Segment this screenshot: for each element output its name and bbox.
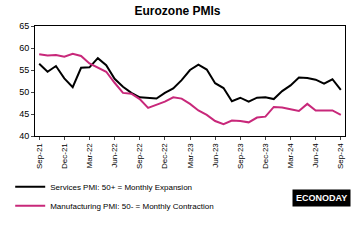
svg-text:Dec-23: Dec-23: [261, 143, 270, 169]
svg-text:40: 40: [19, 131, 29, 141]
svg-text:Dec-21: Dec-21: [60, 143, 69, 169]
svg-text:Eurozone PMIs: Eurozone PMIs: [134, 4, 220, 18]
svg-text:55: 55: [19, 65, 29, 75]
svg-text:Jun-22: Jun-22: [110, 143, 119, 168]
svg-text:45: 45: [19, 109, 29, 119]
svg-text:Sep-23: Sep-23: [236, 143, 245, 169]
svg-text:ECONODAY: ECONODAY: [296, 193, 347, 203]
svg-text:Sep-21: Sep-21: [35, 143, 44, 169]
svg-text:60: 60: [19, 43, 29, 53]
svg-text:Sep-24: Sep-24: [336, 143, 345, 169]
svg-text:Jun-24: Jun-24: [311, 143, 320, 168]
svg-text:Dec-22: Dec-22: [160, 143, 169, 169]
svg-text:Services PMI: 50+ = Monthly Ex: Services PMI: 50+ = Monthly Expansion: [50, 183, 192, 192]
svg-text:Mar-23: Mar-23: [186, 143, 195, 169]
svg-text:Sep-22: Sep-22: [135, 143, 144, 169]
svg-text:65: 65: [19, 21, 29, 31]
svg-text:Manufacturing PMI: 50- = Month: Manufacturing PMI: 50- = Monthly Contrac…: [50, 202, 213, 211]
svg-text:50: 50: [19, 87, 29, 97]
svg-text:Mar-24: Mar-24: [286, 143, 295, 169]
svg-text:Mar-22: Mar-22: [85, 143, 94, 169]
svg-text:Jun-23: Jun-23: [211, 143, 220, 168]
